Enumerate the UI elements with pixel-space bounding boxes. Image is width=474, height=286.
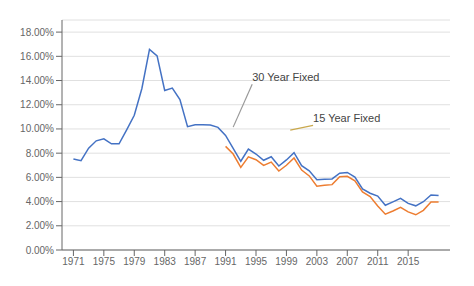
svg-text:18.00%: 18.00% <box>20 27 54 38</box>
svg-text:14.00%: 14.00% <box>20 75 54 86</box>
svg-text:1971: 1971 <box>62 256 85 267</box>
svg-text:1975: 1975 <box>93 256 116 267</box>
svg-text:1983: 1983 <box>154 256 177 267</box>
svg-text:8.00%: 8.00% <box>26 148 54 159</box>
svg-text:1999: 1999 <box>275 256 298 267</box>
svg-text:12.00%: 12.00% <box>20 99 54 110</box>
svg-text:2011: 2011 <box>367 256 389 267</box>
svg-text:2003: 2003 <box>306 256 329 267</box>
svg-text:2007: 2007 <box>336 256 359 267</box>
svg-text:1979: 1979 <box>123 256 146 267</box>
svg-text:1995: 1995 <box>245 256 268 267</box>
svg-text:6.00%: 6.00% <box>26 172 54 183</box>
svg-text:2.00%: 2.00% <box>26 220 54 231</box>
svg-text:15 Year Fixed: 15 Year Fixed <box>313 112 380 124</box>
svg-text:30 Year Fixed: 30 Year Fixed <box>252 71 319 83</box>
svg-text:2015: 2015 <box>397 256 420 267</box>
svg-text:4.00%: 4.00% <box>26 196 54 207</box>
svg-text:10.00%: 10.00% <box>20 123 54 134</box>
svg-text:1987: 1987 <box>184 256 207 267</box>
svg-text:16.00%: 16.00% <box>20 51 54 62</box>
svg-text:1991: 1991 <box>214 256 237 267</box>
svg-text:0.00%: 0.00% <box>26 245 54 256</box>
